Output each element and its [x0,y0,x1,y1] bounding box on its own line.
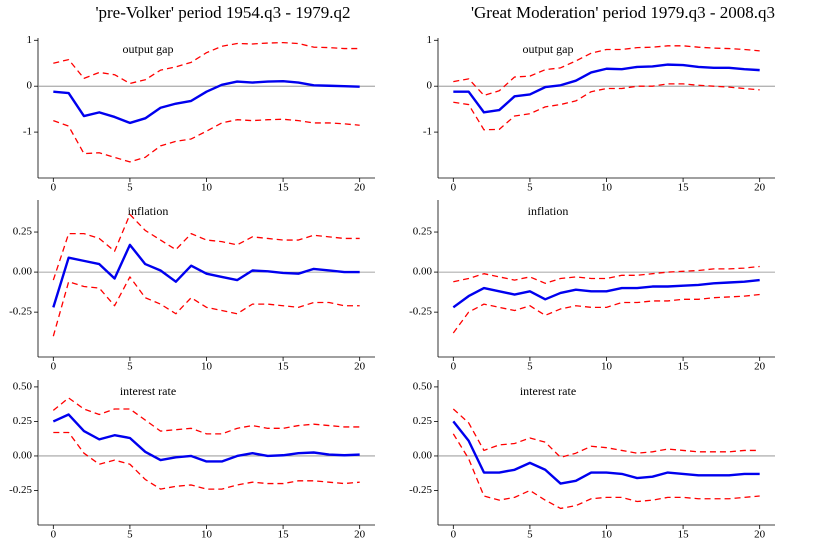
y-tick-label: 0.00 [13,266,33,278]
y-tick-label: 0.00 [413,449,433,461]
y-tick-label: 0 [27,80,33,92]
panel-label: interest rate [120,384,176,398]
x-tick-label: 5 [527,182,533,194]
x-tick-label: 15 [678,361,690,373]
band-line [452,433,760,510]
y-tick-label: -1 [423,126,432,138]
x-tick-label: 15 [678,182,690,194]
column-title: 'Great Moderation' period 1979.q3 - 2008… [471,3,775,22]
x-tick-label: 5 [127,361,133,373]
response-line [52,243,360,308]
x-tick-label: 20 [354,361,366,373]
x-tick-label: 0 [51,529,57,541]
band-line [52,276,360,337]
x-tick-label: 5 [127,529,133,541]
x-tick-label: 5 [527,529,533,541]
y-tick-label: 0.25 [413,226,433,238]
x-tick-label: 0 [451,361,457,373]
band-line [52,213,360,281]
x-tick-label: 20 [754,361,766,373]
x-tick-label: 10 [601,529,613,541]
panel-label: output gap [523,42,574,56]
y-tick-label: -0.25 [9,484,32,496]
x-tick-label: 20 [354,529,366,541]
x-tick-label: 10 [201,361,213,373]
y-tick-label: 0.25 [13,415,33,427]
x-tick-label: 10 [601,182,613,194]
y-tick-label: -0.25 [409,306,432,318]
x-tick-label: 20 [754,182,766,194]
response-line [452,420,760,485]
panel-label: inflation [128,204,169,218]
x-tick-label: 15 [278,361,290,373]
panel-label: interest rate [520,384,576,398]
y-tick-label: 0.25 [413,415,433,427]
x-tick-label: 10 [601,361,613,373]
column-title: 'pre-Volker' period 1954.q3 - 1979.q2 [95,3,350,22]
y-tick-label: 0.00 [413,266,433,278]
band-line [453,45,760,97]
x-tick-label: 10 [201,182,213,194]
band-line [453,83,760,131]
y-tick-label: 0 [427,80,433,92]
y-tick-label: -0.25 [9,306,32,318]
band-line [52,397,360,435]
panel-label: inflation [528,204,569,218]
x-tick-label: 20 [354,182,366,194]
y-tick-label: 0.50 [13,380,33,392]
y-tick-label: -0.25 [409,484,432,496]
band-line [452,293,760,334]
x-tick-label: 15 [278,529,290,541]
y-tick-label: 0.25 [13,226,33,238]
response-line [52,413,360,463]
response-line [53,79,360,125]
band-line [53,431,360,490]
y-tick-label: 1 [427,34,433,46]
y-tick-label: -1 [23,126,32,138]
x-tick-label: 0 [51,361,57,373]
response-line [452,278,760,309]
band-line [453,265,760,284]
x-tick-label: 5 [127,182,133,194]
x-tick-label: 0 [51,182,57,194]
y-tick-label: 0.50 [413,380,433,392]
y-tick-label: 0.00 [13,449,33,461]
x-tick-label: 20 [754,529,766,541]
band-line [53,41,360,85]
x-tick-label: 15 [278,182,290,194]
x-tick-label: 0 [451,182,457,194]
response-line [453,63,760,114]
band-line [452,408,760,458]
y-tick-label: 1 [27,34,33,46]
x-tick-label: 5 [527,361,533,373]
panel-label: output gap [123,42,174,56]
band-line [53,118,360,163]
x-tick-label: 15 [678,529,690,541]
x-tick-label: 0 [451,529,457,541]
x-tick-label: 10 [201,529,213,541]
